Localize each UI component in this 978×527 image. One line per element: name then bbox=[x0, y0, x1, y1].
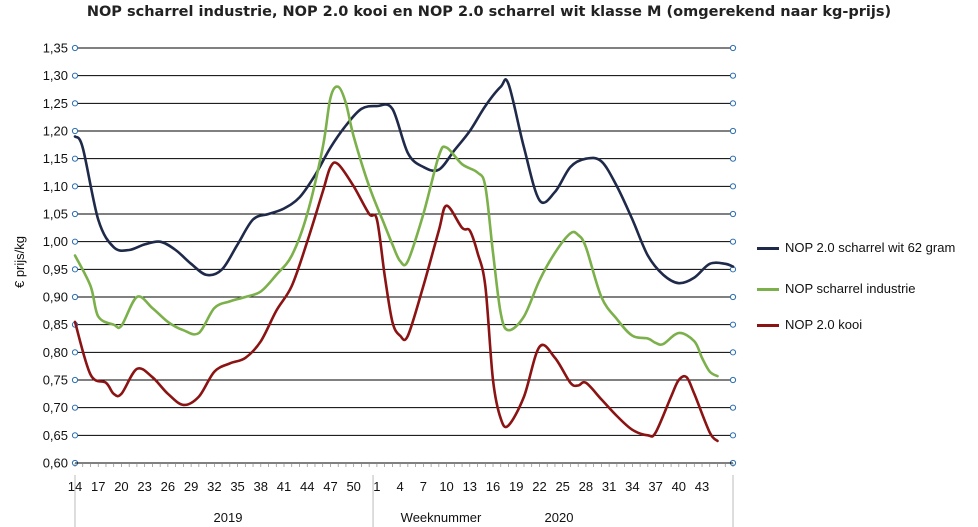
y-tick-label: 0,70 bbox=[43, 400, 68, 415]
gridline-marker bbox=[729, 155, 737, 162]
gridline-marker bbox=[729, 100, 737, 107]
gridline-marker bbox=[729, 349, 737, 356]
x-tick-label: 43 bbox=[695, 479, 709, 494]
gridline-marker bbox=[729, 321, 737, 328]
x-tick-label: 7 bbox=[420, 479, 427, 494]
gridline-marker bbox=[71, 266, 79, 273]
x-tick-label: 29 bbox=[184, 479, 198, 494]
y-tick-label: 0,75 bbox=[43, 373, 68, 388]
series-line-scharrel-industrie bbox=[73, 85, 719, 378]
gridline-marker bbox=[71, 349, 79, 356]
x-tick-label: 28 bbox=[579, 479, 593, 494]
x-tick-label: 31 bbox=[602, 479, 616, 494]
x-axis-label: Weeknummer bbox=[401, 510, 482, 525]
gridline-marker bbox=[729, 44, 737, 52]
y-tick-label: 1,35 bbox=[43, 41, 68, 56]
gridline-marker bbox=[71, 432, 79, 439]
legend-label: NOP 2.0 scharrel wit 62 gram bbox=[785, 240, 956, 255]
legend-item-kooi: NOP 2.0 kooi bbox=[757, 317, 862, 332]
grid-lines bbox=[71, 44, 737, 467]
x-tick-label: 50 bbox=[346, 479, 360, 494]
gridline-marker bbox=[71, 155, 79, 162]
legend-item-scharrel-industrie: NOP scharrel industrie bbox=[757, 281, 916, 296]
x-tick-label: 13 bbox=[463, 479, 477, 494]
gridline-marker bbox=[729, 127, 737, 135]
x-tick-label: 4 bbox=[397, 479, 404, 494]
gridline-marker bbox=[71, 210, 79, 218]
legend-label: NOP scharrel industrie bbox=[785, 281, 916, 296]
x-tick-label: 47 bbox=[323, 479, 337, 494]
x-tick-label: 44 bbox=[300, 479, 314, 494]
series-line-kooi bbox=[73, 161, 719, 443]
legend-item-scharrel-wit: NOP 2.0 scharrel wit 62 gram bbox=[757, 240, 955, 255]
gridline-marker bbox=[729, 376, 737, 384]
x-tick-label: 1 bbox=[373, 479, 380, 494]
gridline-marker bbox=[71, 404, 79, 411]
y-tick-label: 0,90 bbox=[43, 290, 68, 305]
y-tick-label: 1,30 bbox=[43, 68, 68, 83]
y-tick-label: 1,15 bbox=[43, 151, 68, 166]
series-line-scharrel-wit bbox=[73, 78, 735, 285]
x-tick-label: 16 bbox=[486, 479, 500, 494]
y-tick-label: 1,00 bbox=[43, 234, 68, 249]
y-tick-label: 0,60 bbox=[43, 456, 68, 471]
x-tick-label: 17 bbox=[91, 479, 105, 494]
year-label-2020: 2020 bbox=[545, 510, 574, 525]
legend-swatch bbox=[757, 324, 779, 328]
gridline-marker bbox=[729, 238, 737, 245]
chart-title: NOP scharrel industrie, NOP 2.0 kooi en … bbox=[86, 4, 892, 20]
gridline-marker bbox=[71, 100, 79, 107]
gridline-marker bbox=[71, 44, 79, 52]
x-tick-label: 20 bbox=[114, 479, 128, 494]
year-label-2019: 2019 bbox=[214, 510, 243, 525]
gridline-marker bbox=[71, 127, 79, 135]
x-tick-label: 41 bbox=[277, 479, 291, 494]
gridline-marker bbox=[71, 72, 79, 79]
gridline-marker bbox=[729, 404, 737, 411]
gridline-marker bbox=[729, 72, 737, 79]
x-tick-label: 38 bbox=[254, 479, 268, 494]
x-tick-label: 35 bbox=[230, 479, 244, 494]
y-tick-label: 0,85 bbox=[43, 317, 68, 332]
gridline-marker bbox=[729, 210, 737, 218]
x-tick-label: 37 bbox=[648, 479, 662, 494]
y-axis-label: € prijs/kg bbox=[12, 236, 27, 288]
gridline-marker bbox=[71, 376, 79, 384]
gridline-marker bbox=[71, 183, 79, 190]
x-tick-label: 25 bbox=[555, 479, 569, 494]
x-tick-label: 32 bbox=[207, 479, 221, 494]
y-tick-label: 0,80 bbox=[43, 345, 68, 360]
y-tick-label: 1,25 bbox=[43, 96, 68, 111]
series-lines bbox=[73, 78, 735, 443]
gridline-marker bbox=[729, 432, 737, 439]
gridline-marker bbox=[729, 183, 737, 190]
x-tick-label: 40 bbox=[672, 479, 686, 494]
x-tick-label: 26 bbox=[161, 479, 175, 494]
y-tick-label: 0,65 bbox=[43, 428, 68, 443]
y-tick-label: 1,20 bbox=[43, 124, 68, 139]
gridline-marker bbox=[71, 293, 79, 301]
x-tick-label: 10 bbox=[439, 479, 453, 494]
legend-swatch bbox=[757, 288, 779, 292]
y-tick-label: 1,05 bbox=[43, 207, 68, 222]
y-tick-label: 1,10 bbox=[43, 179, 68, 194]
y-tick-label: 0,95 bbox=[43, 262, 68, 277]
legend-swatch bbox=[757, 247, 779, 251]
y-axis-ticks: 0,60 0,65 0,70 0,75 0,80 0,85 0,90 0,95 1,00 1,05… bbox=[43, 41, 68, 471]
x-tick-label: 23 bbox=[137, 479, 151, 494]
gridline-marker bbox=[729, 293, 737, 301]
x-tick-label: 22 bbox=[532, 479, 546, 494]
x-axis-ticks: 14 17 20 23 26 29 32 35 38 41 44 47 50 1 4 7 10 13 16 19 22 2… bbox=[68, 462, 734, 527]
legend-label: NOP 2.0 kooi bbox=[785, 317, 863, 332]
x-tick-label: 19 bbox=[509, 479, 523, 494]
gridline-marker bbox=[71, 238, 79, 245]
x-tick-label: 34 bbox=[625, 479, 639, 494]
